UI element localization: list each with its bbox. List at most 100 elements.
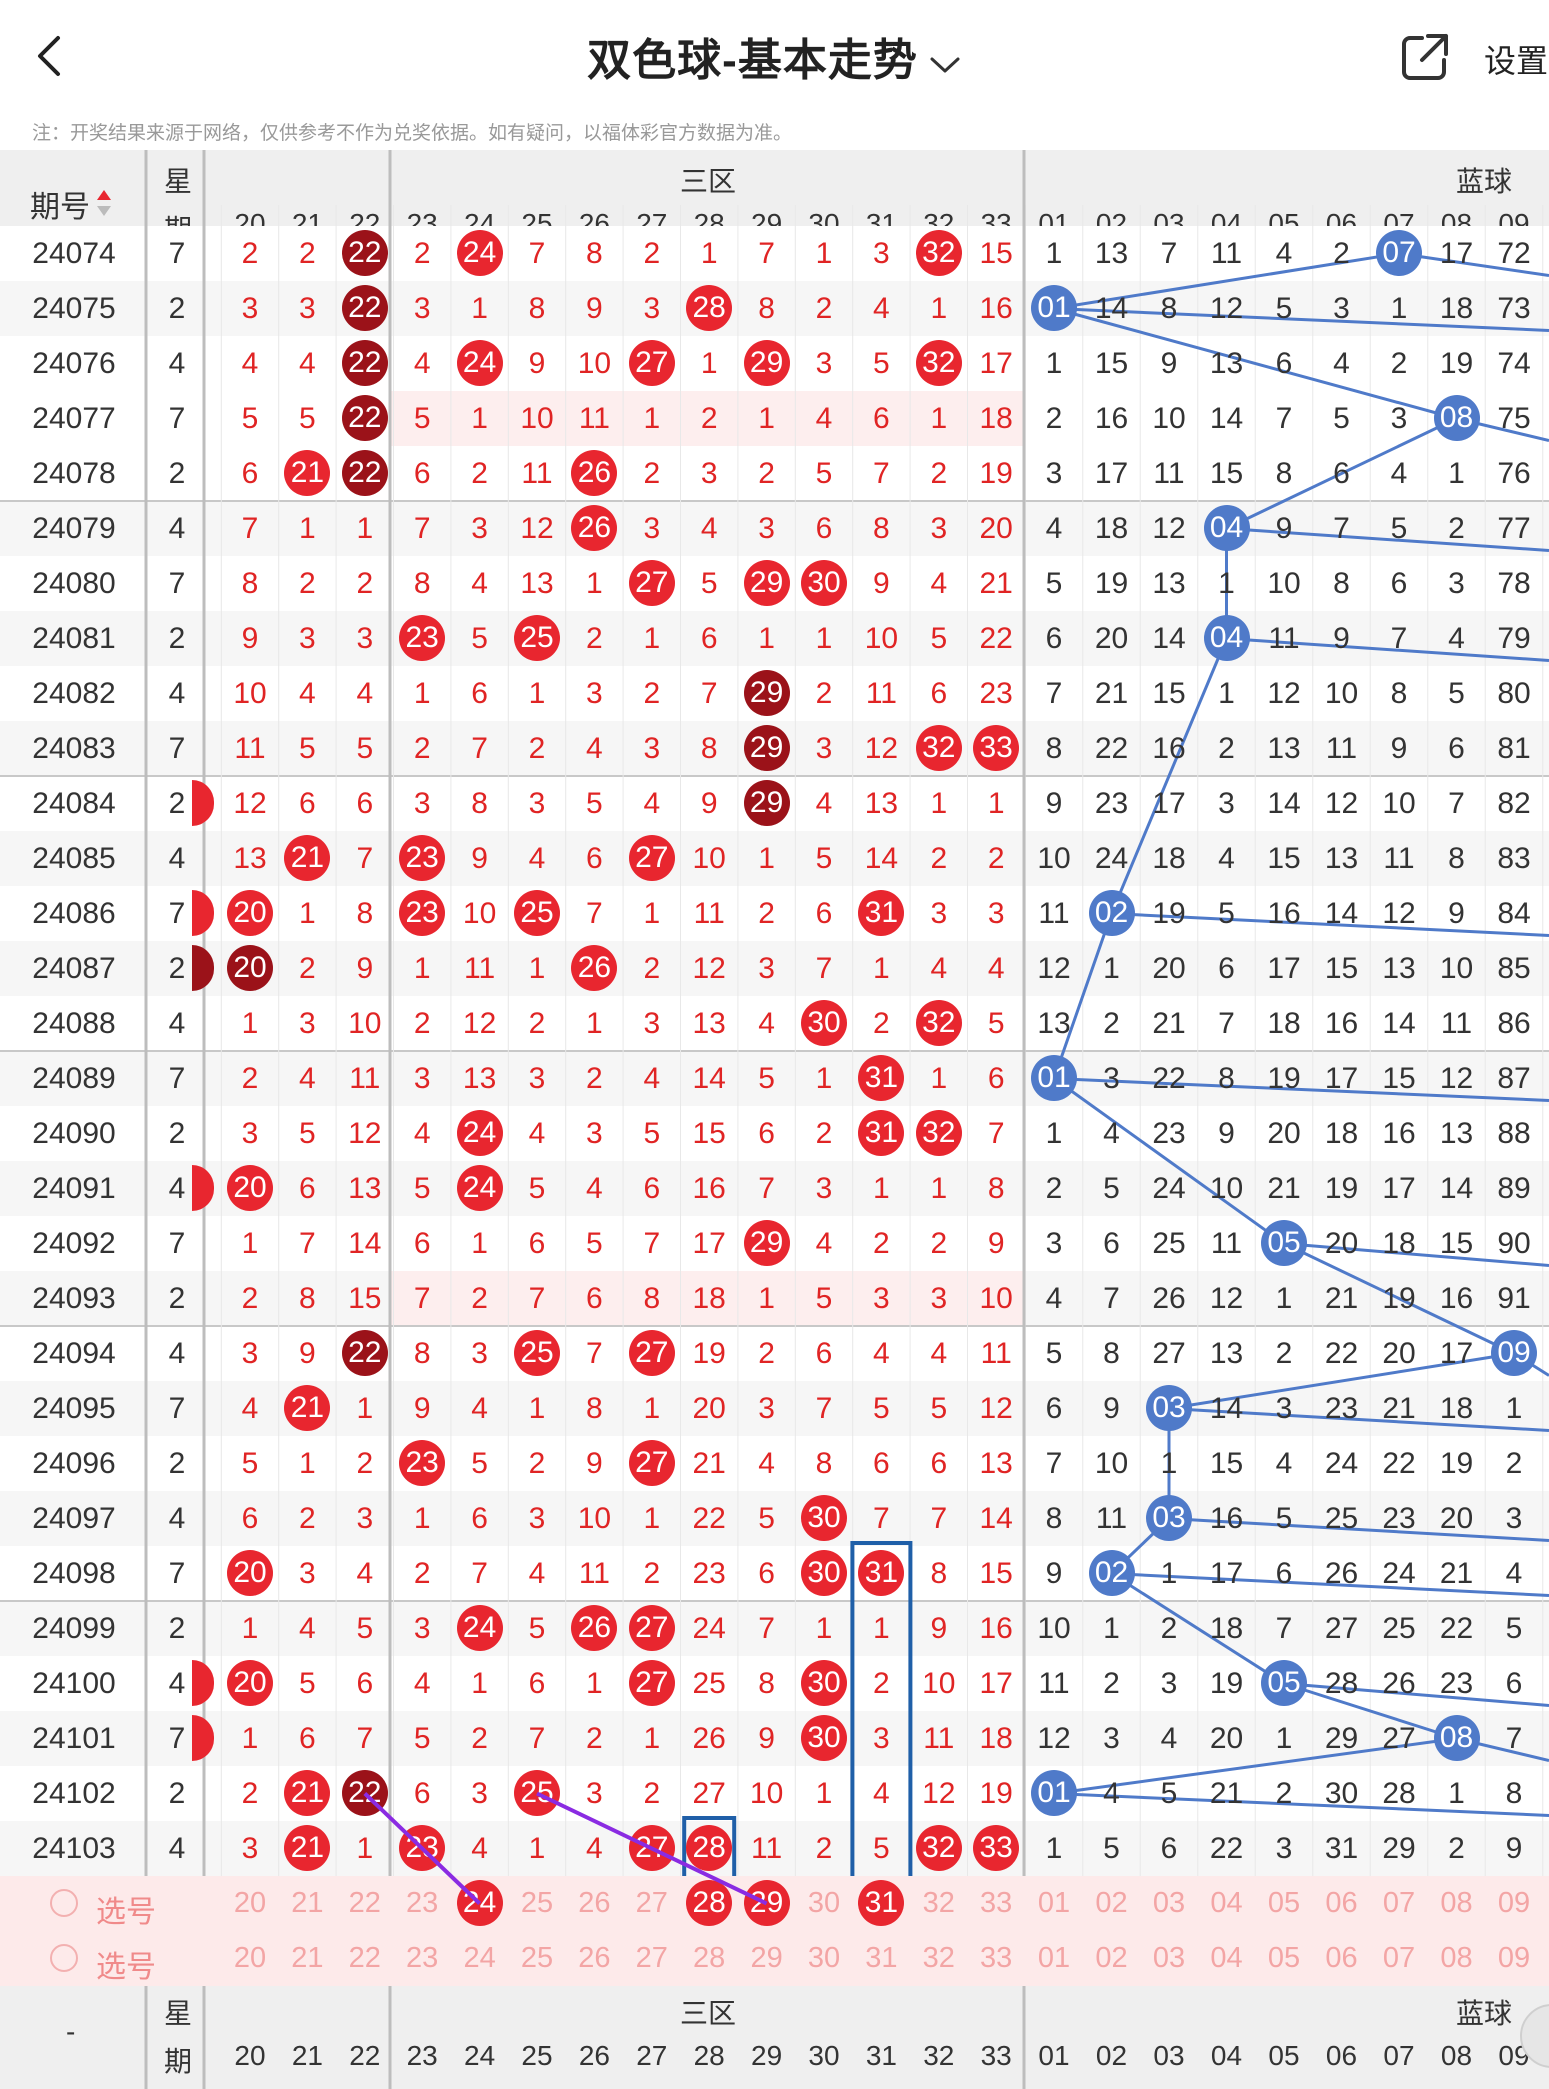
select-blue-number[interactable]: 03 [1152, 1942, 1186, 1974]
chevron-down-icon[interactable] [928, 38, 962, 88]
select-blue-number[interactable]: 09 [1497, 1942, 1531, 1974]
blue-ball: 08 [1433, 1715, 1480, 1761]
miss-count: 2 [815, 1832, 833, 1865]
select-radio[interactable] [50, 1944, 78, 1972]
select-label[interactable]: 选号 [96, 1896, 156, 1929]
red-ball: 31 [858, 1550, 905, 1596]
blue-miss-count: 11 [1383, 842, 1415, 875]
select-blue-number[interactable]: 07 [1382, 1887, 1416, 1919]
select-blue-number[interactable]: 02 [1095, 1887, 1128, 1919]
select-blue-number[interactable]: 03 [1152, 1887, 1186, 1919]
select-red-number[interactable]: 21 [291, 1942, 324, 1974]
select-red-number[interactable]: 23 [406, 1942, 439, 1974]
select-radio[interactable] [50, 1889, 78, 1917]
select-red-number[interactable]: 32 [922, 1887, 955, 1919]
selected-red-ball[interactable]: 31 [858, 1880, 905, 1926]
blue-ball-label: 蓝球 [1456, 166, 1513, 197]
select-red-number[interactable]: 26 [578, 1887, 611, 1919]
settings-button[interactable]: 设置 [1484, 43, 1549, 79]
footer-blue-column-07: 07 [1383, 2040, 1415, 2071]
select-red-number[interactable]: 22 [348, 1942, 381, 1974]
select-blue-number[interactable]: 06 [1325, 1942, 1358, 1974]
issue-number: 24087 [32, 952, 116, 985]
select-blue-number[interactable]: 05 [1267, 1887, 1301, 1919]
miss-count: 13 [979, 1447, 1013, 1480]
blue-miss-count: 20 [1152, 952, 1186, 985]
blue-miss-count: 13 [1267, 732, 1301, 765]
select-red-number[interactable]: 25 [520, 1942, 554, 1974]
select-red-number[interactable]: 33 [980, 1942, 1013, 1974]
miss-count: 1 [299, 897, 316, 930]
miss-count: 18 [692, 1282, 726, 1315]
blue-miss-count: 80 [1497, 677, 1531, 710]
miss-count: 1 [815, 622, 833, 655]
select-blue-number[interactable]: 06 [1325, 1887, 1358, 1919]
weekday-value: 2 [168, 1117, 186, 1150]
miss-count: 2 [471, 1282, 488, 1315]
select-red-number[interactable]: 29 [750, 1942, 783, 1974]
blue-miss-count: 3 [1103, 1062, 1120, 1095]
blue-miss-count: 8 [1045, 732, 1063, 765]
select-red-number[interactable]: 24 [463, 1942, 496, 1974]
select-blue-number[interactable]: 07 [1382, 1942, 1416, 1974]
select-red-number[interactable]: 20 [233, 1887, 267, 1919]
select-red-number[interactable]: 26 [578, 1942, 611, 1974]
miss-count: 5 [413, 1172, 431, 1205]
blue-miss-count: 1 [1505, 1392, 1523, 1425]
weekday-value: 4 [168, 1667, 186, 1700]
page-title[interactable]: 双色球-基本走势 [587, 24, 962, 88]
select-red-number[interactable]: 32 [922, 1942, 955, 1974]
miss-count: 18 [979, 402, 1013, 435]
red-ball: 22 [341, 450, 388, 496]
select-red-number[interactable]: 25 [520, 1887, 554, 1919]
select-blue-number[interactable]: 02 [1095, 1942, 1128, 1974]
select-red-number[interactable]: 27 [635, 1887, 668, 1919]
miss-count: 3 [930, 1282, 948, 1315]
footer-red-column-20: 20 [234, 2040, 266, 2071]
select-blue-number[interactable]: 04 [1210, 1942, 1243, 1974]
select-red-number[interactable]: 33 [980, 1887, 1013, 1919]
select-blue-number[interactable]: 09 [1497, 1887, 1531, 1919]
select-blue-number[interactable]: 05 [1267, 1942, 1301, 1974]
select-blue-number[interactable]: 08 [1440, 1887, 1473, 1919]
blue-miss-count: 3 [1045, 1227, 1063, 1260]
blue-miss-count: 22 [1439, 1612, 1474, 1645]
blue-trend-line [1052, 913, 1113, 1079]
blue-miss-count: 8 [1505, 1777, 1523, 1810]
select-red-number[interactable]: 31 [865, 1942, 898, 1974]
table-row [0, 1326, 1549, 1381]
red-ball: 30 [801, 1660, 847, 1706]
select-red-number[interactable]: 30 [807, 1887, 841, 1919]
clipped-ball [192, 890, 214, 936]
select-red-number[interactable]: 23 [406, 1887, 439, 1919]
select-red-number[interactable]: 28 [693, 1942, 726, 1974]
select-red-number[interactable]: 20 [233, 1942, 267, 1974]
back-icon[interactable] [30, 28, 74, 84]
select-blue-number[interactable]: 01 [1037, 1942, 1071, 1974]
select-blue-number[interactable]: 01 [1037, 1887, 1071, 1919]
blue-miss-count: 72 [1497, 237, 1531, 270]
select-red-number[interactable]: 30 [807, 1942, 841, 1974]
select-red-number[interactable]: 22 [348, 1887, 381, 1919]
select-blue-number[interactable]: 08 [1440, 1942, 1473, 1974]
sort-icon[interactable] [96, 188, 112, 223]
select-label[interactable]: 选号 [96, 1951, 156, 1984]
miss-count: 8 [299, 1282, 316, 1315]
select-red-number[interactable]: 27 [635, 1942, 668, 1974]
miss-count: 3 [471, 1337, 488, 1370]
weekday-value: 7 [168, 567, 186, 600]
miss-count: 6 [930, 677, 948, 710]
red-ball: 26 [571, 1605, 618, 1651]
share-icon[interactable] [1400, 32, 1450, 82]
select-red-number[interactable]: 21 [291, 1887, 324, 1919]
select-blue-number[interactable]: 04 [1210, 1887, 1243, 1919]
blue-miss-count: 3 [1275, 1392, 1293, 1425]
blue-trend-line [1053, 1077, 1285, 1245]
selected-red-ball[interactable]: 28 [686, 1880, 733, 1926]
miss-count: 5 [413, 402, 431, 435]
red-ball: 21 [284, 1825, 331, 1871]
miss-count: 1 [643, 1502, 661, 1535]
blue-miss-count: 19 [1152, 897, 1186, 930]
red-ball: 32 [915, 1825, 962, 1871]
issue-column-header[interactable]: 期号 [30, 191, 90, 224]
